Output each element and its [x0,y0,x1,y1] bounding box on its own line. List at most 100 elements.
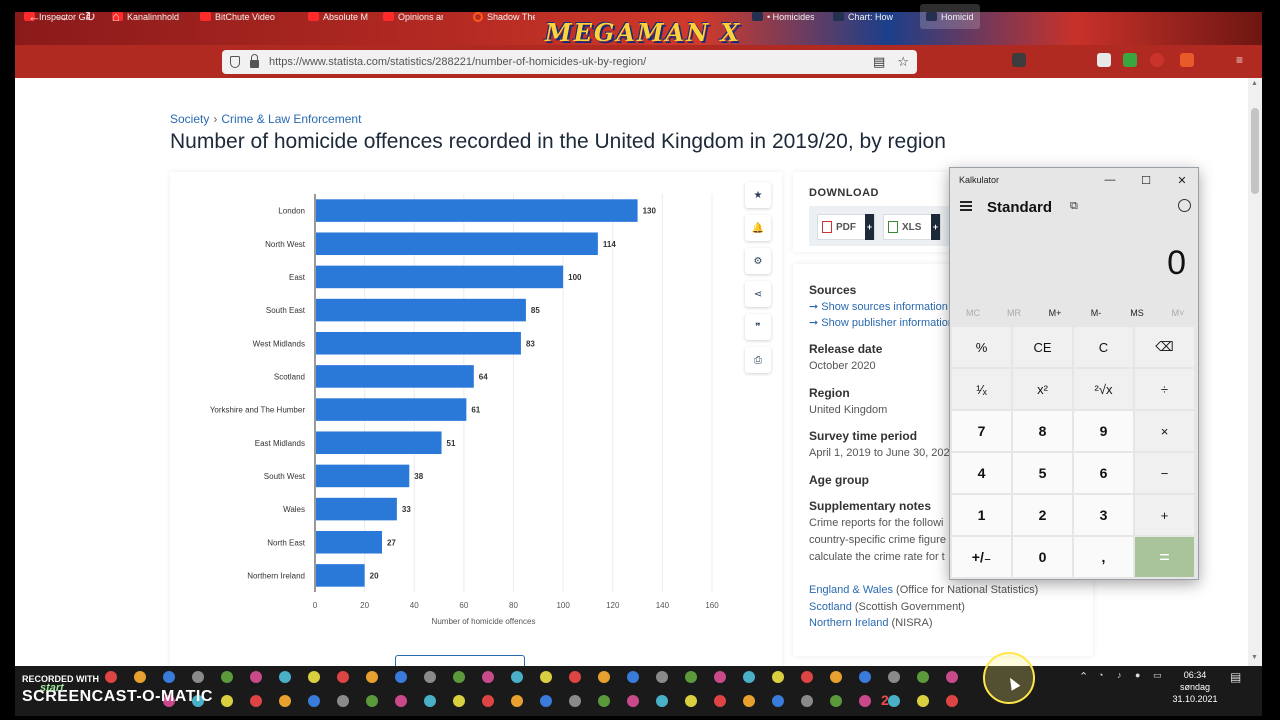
taskbar-app-icon[interactable] [424,671,436,683]
memory-button[interactable]: MR [1007,308,1021,318]
taskbar-app-icon[interactable] [453,671,465,683]
breadcrumb-society[interactable]: Society [170,112,210,126]
taskbar-app-icon[interactable] [511,671,523,683]
show-sources-link[interactable]: ➞ Show sources information [809,301,948,313]
taskbar-app-icon[interactable] [511,695,523,707]
taskbar-app-icon[interactable] [250,671,262,683]
notifications-icon[interactable]: ▤ [1230,670,1242,684]
square-root-button[interactable]: ²√x [1074,369,1133,409]
taskbar-app-icon[interactable] [221,671,233,683]
taskbar-app-icon[interactable] [685,695,697,707]
taskbar-app-icon[interactable] [540,695,552,707]
start-button[interactable]: start [40,682,64,694]
pdf-download-button[interactable]: PDF + [817,214,875,240]
taskbar-app-icon[interactable] [134,671,146,683]
quote-icon[interactable]: ❞ [745,314,771,340]
taskbar-app-icon[interactable] [569,671,581,683]
taskbar-app-icon[interactable] [888,671,900,683]
browser-tab[interactable]: Absolute Ma [308,4,368,29]
negate-button[interactable]: +/₋ [952,537,1011,577]
taskbar-app-icon[interactable] [395,695,407,707]
taskbar-app-icon[interactable] [192,671,204,683]
mic-icon[interactable]: ● [1135,670,1141,680]
calculator-titlebar[interactable]: Kalkulator — ☐ ✕ [950,168,1198,192]
taskbar-app-icon[interactable] [482,671,494,683]
scroll-up-icon[interactable]: ▲ [1251,80,1258,87]
taskbar-app-icon[interactable] [395,671,407,683]
digit-5-button[interactable]: 5 [1013,453,1072,493]
scrollbar-thumb[interactable] [1251,108,1259,194]
follow-button[interactable] [395,655,525,666]
taskbar-app-icon[interactable] [627,695,639,707]
taskbar-app-icon[interactable] [830,671,842,683]
taskbar-app-icon[interactable] [598,671,610,683]
browser-tab[interactable]: BitChute Video U [200,4,278,29]
taskbar-app-icon[interactable] [627,671,639,683]
taskbar-app-icon[interactable] [221,695,233,707]
taskbar-app-icon[interactable] [801,695,813,707]
bell-icon[interactable]: 🔔 [745,215,771,241]
browser-tab[interactable]: Chart: How [833,4,903,29]
minus-button[interactable]: − [1135,453,1194,493]
digit-8-button[interactable]: 8 [1013,411,1072,451]
taskbar-app-icon[interactable] [453,695,465,707]
taskbar-app-icon[interactable] [279,671,291,683]
taskbar-app-icon[interactable] [105,671,117,683]
xls-download-button[interactable]: XLS + [883,214,941,240]
taskbar-app-icon[interactable] [366,695,378,707]
bookmark-star-icon[interactable]: ☆ [897,54,909,69]
digit-9-button[interactable]: 9 [1074,411,1133,451]
digit-0-button[interactable]: 0 [1013,537,1072,577]
breadcrumb-crime[interactable]: Crime & Law Enforcement [221,112,362,126]
history-icon[interactable] [1178,199,1191,212]
memory-button[interactable]: MC [966,308,980,318]
digit-2-button[interactable]: 2 [1013,495,1072,535]
clear-entry-button[interactable]: CE [1013,327,1072,367]
multiply-button[interactable]: × [1135,411,1194,451]
taskbar-app-icon[interactable] [946,695,958,707]
digit-4-button[interactable]: 4 [952,453,1011,493]
taskbar-app-icon[interactable] [859,695,871,707]
taskbar-app-icon[interactable] [946,671,958,683]
lock-icon[interactable] [250,54,259,68]
address-bar[interactable]: https://www.statista.com/statistics/2882… [222,50,917,74]
taskbar-app-icon[interactable] [685,671,697,683]
extension-c-icon[interactable] [1180,53,1194,67]
memory-button[interactable]: MS [1130,308,1144,318]
taskbar-app-icon[interactable] [569,695,581,707]
taskbar-app-icon[interactable] [714,671,726,683]
url-text[interactable]: https://www.statista.com/statistics/2882… [269,56,647,68]
taskbar-app-icon[interactable] [163,671,175,683]
taskbar-app-icon[interactable] [482,695,494,707]
tray-expand-icon[interactable]: ⌃ [1079,671,1089,683]
taskbar-app-icon[interactable] [366,671,378,683]
divide-button[interactable]: ÷ [1135,369,1194,409]
taskbar-clock[interactable]: 06:34 søndag 31.10.2021 [1170,669,1220,705]
volume-icon[interactable]: ♪ [1117,670,1122,680]
memory-button[interactable]: M˅ [1171,308,1185,318]
memory-button[interactable]: M+ [1048,308,1062,318]
taskbar-app-icon[interactable] [743,671,755,683]
plus-button[interactable]: + [1135,495,1194,535]
square-button[interactable]: x² [1013,369,1072,409]
equals-button[interactable]: = [1135,537,1194,577]
adblock-icon[interactable] [1150,53,1164,67]
taskbar-app-icon[interactable] [830,695,842,707]
taskbar-app-icon[interactable] [250,695,262,707]
digit-3-button[interactable]: 3 [1074,495,1133,535]
taskbar-app-icon[interactable] [917,671,929,683]
close-icon[interactable]: ✕ [1177,174,1187,187]
browser-tab[interactable]: • Homicides [752,4,814,29]
source-england-link[interactable]: England & Wales [809,584,893,596]
browser-tab[interactable]: Opinions are [383,4,443,29]
pocket-icon[interactable] [1012,53,1026,67]
browser-tab[interactable]: Homicid [920,4,980,29]
taskbar-app-icon[interactable] [192,695,204,707]
taskbar-app-icon[interactable] [279,695,291,707]
source-ni-link[interactable]: Northern Ireland [809,617,889,629]
reciprocal-button[interactable]: ¹⁄ₓ [952,369,1011,409]
maximize-icon[interactable]: ☐ [1141,174,1151,187]
share-icon[interactable]: ⋖ [745,281,771,307]
digit-6-button[interactable]: 6 [1074,453,1133,493]
back-icon[interactable]: ← [28,9,41,24]
